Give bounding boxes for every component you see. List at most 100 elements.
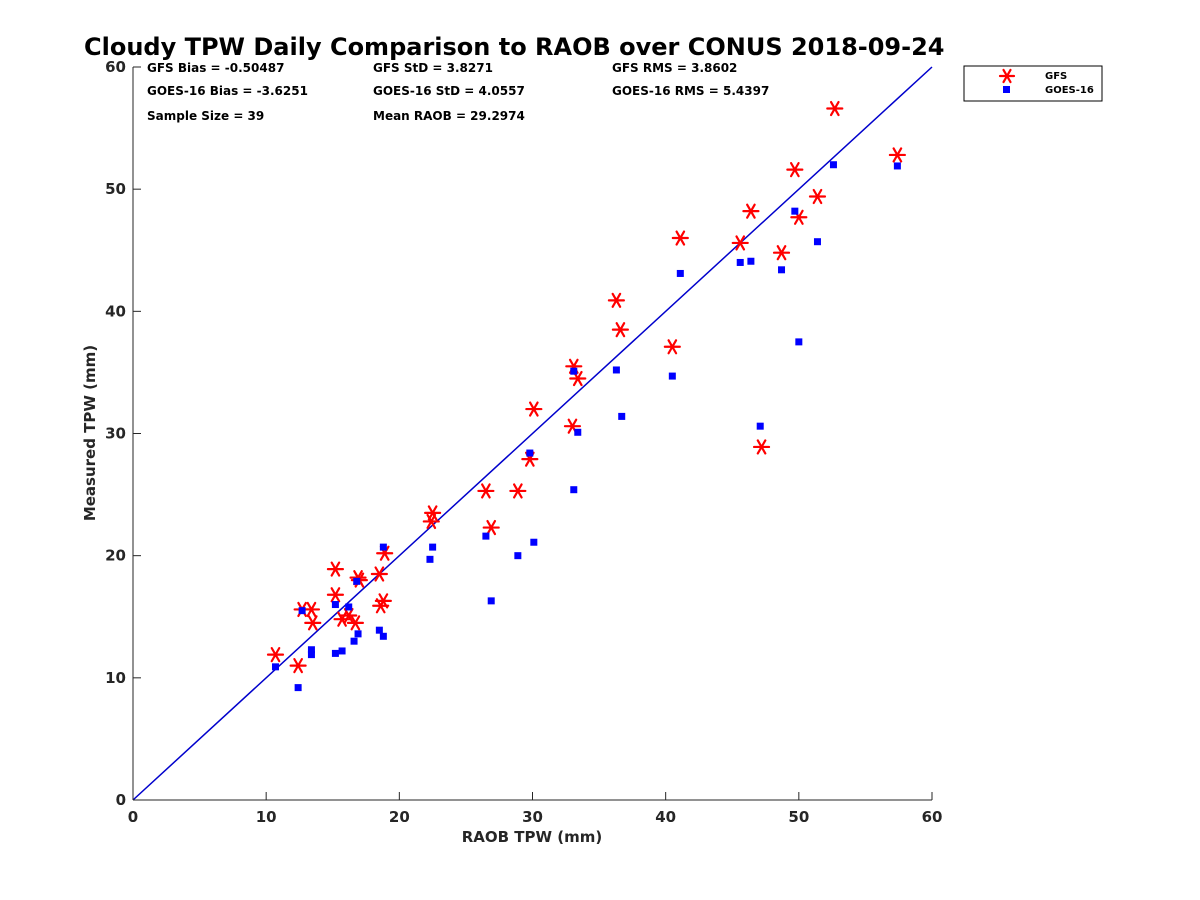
goes16-series	[271, 161, 901, 692]
goes16-point	[338, 647, 346, 655]
stat-annotation: GOES-16 RMS = 5.4397	[612, 84, 769, 98]
legend: GFS GOES-16	[963, 65, 1103, 102]
gfs-point	[326, 587, 345, 603]
chart-title: Cloudy TPW Daily Comparison to RAOB over…	[84, 33, 944, 61]
goes16-point	[736, 258, 744, 266]
goes16-point	[618, 412, 626, 420]
gfs-point	[888, 147, 906, 163]
statistics-annotations: GFS Bias = -0.50487 GFS StD = 3.8271 GFS R…	[147, 61, 769, 123]
stat-annotation: GFS RMS = 3.8602	[612, 61, 737, 75]
goes16-point	[570, 367, 578, 375]
gfs-point	[826, 100, 844, 117]
gfs-point	[786, 162, 804, 178]
goes16-point	[668, 372, 676, 380]
goes16-point	[756, 422, 764, 430]
stat-annotation: GOES-16 Bias = -3.6251	[147, 84, 308, 98]
x-axis: 0 10 20 30 40 50 60	[128, 792, 943, 826]
gfs-point	[304, 615, 322, 631]
legend-box	[963, 65, 1103, 102]
gfs-point	[370, 566, 388, 582]
stat-annotation: GOES-16 StD = 4.0557	[373, 84, 525, 98]
goes16-point	[353, 577, 361, 585]
stat-annotation: GFS StD = 3.8271	[373, 61, 493, 75]
goes16-point	[778, 266, 786, 274]
goes16-point	[375, 626, 383, 634]
goes16-point	[574, 428, 582, 436]
gfs-point	[742, 203, 760, 219]
goes16-point	[530, 538, 538, 546]
y-tick-label: 0	[116, 791, 126, 809]
gfs-point	[663, 339, 681, 355]
stat-annotation: Mean RAOB = 29.2974	[373, 109, 525, 123]
gfs-point	[509, 483, 527, 499]
x-tick-label: 0	[128, 808, 138, 826]
one-to-one-line	[132, 66, 933, 801]
y-tick-label: 30	[105, 425, 126, 443]
goes16-point	[426, 555, 434, 563]
goes16-point	[379, 543, 387, 551]
gfs-point	[607, 292, 625, 308]
goes16-point	[307, 651, 315, 659]
legend-gfs-label: GFS	[1045, 71, 1067, 82]
legend-gfs-asterisk	[998, 68, 1016, 84]
goes16-point	[331, 649, 339, 657]
goes16-point	[612, 366, 620, 374]
gfs-point	[611, 322, 629, 338]
goes16-point	[331, 601, 339, 609]
goes16-point	[791, 207, 799, 215]
gfs-point	[477, 483, 495, 499]
goes16-point	[271, 663, 279, 671]
gfs-point	[326, 561, 345, 577]
goes16-point	[298, 607, 306, 615]
gfs-point	[346, 615, 364, 631]
gfs-series	[266, 100, 906, 674]
x-tick-label: 50	[788, 808, 809, 826]
goes16-point	[294, 684, 302, 692]
x-tick-label: 40	[655, 808, 676, 826]
gfs-point	[266, 647, 285, 663]
x-tick-label: 20	[389, 808, 410, 826]
goes16-point	[429, 543, 437, 551]
x-axis-label: RAOB TPW (mm)	[462, 828, 603, 846]
y-tick-label: 60	[105, 58, 126, 76]
goes16-point	[379, 632, 387, 640]
goes16-point	[354, 630, 362, 638]
stat-annotation: GFS Bias = -0.50487	[147, 61, 284, 75]
goes16-point	[487, 597, 495, 605]
legend-goes16-label: GOES-16	[1045, 85, 1094, 96]
goes16-point	[514, 552, 522, 560]
goes16-point	[570, 486, 578, 494]
goes16-point	[795, 338, 803, 346]
x-tick-label: 30	[522, 808, 543, 826]
y-tick-label: 20	[105, 547, 126, 565]
gfs-point	[340, 607, 358, 624]
x-tick-label: 60	[922, 808, 943, 826]
goes16-point	[482, 532, 490, 540]
gfs-point	[731, 235, 749, 251]
goes16-point	[345, 603, 353, 611]
goes16-point	[813, 238, 821, 246]
y-tick-label: 40	[105, 302, 126, 320]
gfs-point	[525, 401, 543, 417]
goes16-point	[307, 646, 315, 654]
gfs-point	[302, 601, 321, 618]
gfs-point	[752, 439, 771, 455]
goes16-point	[893, 162, 901, 170]
gfs-point	[374, 593, 392, 609]
stat-annotation: Sample Size = 39	[147, 109, 264, 123]
gfs-point	[289, 658, 307, 674]
goes16-point	[526, 449, 534, 457]
x-tick-label: 10	[256, 808, 277, 826]
goes16-point	[747, 257, 755, 265]
goes16-point	[676, 269, 684, 277]
gfs-point	[671, 230, 689, 246]
goes16-point	[350, 637, 358, 645]
y-axis: 0 10 20 30 40 50 60	[105, 58, 141, 809]
gfs-point	[772, 245, 791, 261]
gfs-point	[482, 519, 500, 536]
legend-gfs-marker	[998, 68, 1016, 84]
gfs-point	[808, 188, 827, 205]
reference-line-group	[132, 66, 933, 801]
gfs-point	[424, 505, 442, 521]
